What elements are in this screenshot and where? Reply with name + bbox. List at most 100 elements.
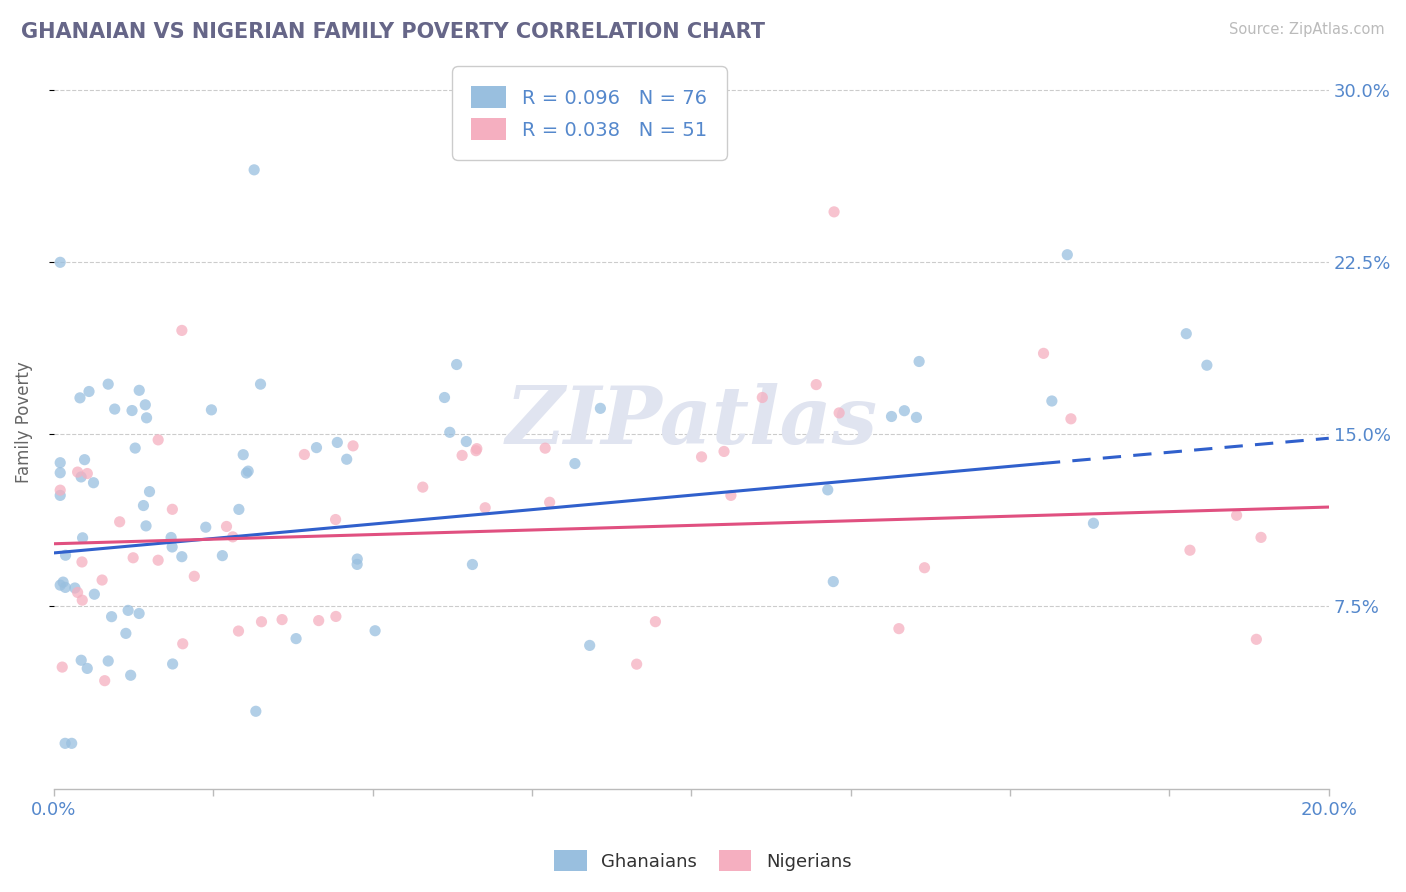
Point — [122, 550, 145, 565]
Point — [76, 467, 98, 481]
Point — [336, 452, 359, 467]
Point — [589, 401, 612, 416]
Point — [1195, 358, 1218, 372]
Point — [128, 384, 150, 398]
Point — [49, 488, 72, 502]
Point — [162, 657, 184, 671]
Point — [93, 673, 115, 688]
Point — [70, 470, 93, 484]
Point — [250, 615, 273, 629]
Point — [751, 391, 773, 405]
Point — [128, 607, 150, 621]
Point — [690, 450, 713, 464]
Point — [1178, 543, 1201, 558]
Point — [70, 653, 93, 667]
Point — [132, 499, 155, 513]
Point — [228, 624, 250, 638]
Point — [97, 654, 120, 668]
Legend: R = 0.096   N = 76, R = 0.038   N = 51: R = 0.096 N = 76, R = 0.038 N = 51 — [458, 72, 721, 154]
Point — [817, 483, 839, 497]
Point — [364, 624, 387, 638]
Point — [451, 449, 474, 463]
Point — [1032, 346, 1054, 360]
Point — [285, 632, 308, 646]
Point — [828, 406, 851, 420]
Point — [194, 520, 217, 534]
Point — [146, 553, 169, 567]
Point — [1226, 508, 1249, 523]
Point — [66, 465, 89, 479]
Point — [1056, 248, 1078, 262]
Point — [70, 555, 93, 569]
Point — [823, 205, 845, 219]
Point — [72, 531, 94, 545]
Text: ZIPatlas: ZIPatlas — [505, 384, 877, 461]
Point — [908, 354, 931, 368]
Point — [245, 704, 267, 718]
Text: GHANAIAN VS NIGERIAN FAMILY POVERTY CORRELATION CHART: GHANAIAN VS NIGERIAN FAMILY POVERTY CORR… — [21, 22, 765, 42]
Point — [117, 603, 139, 617]
Point — [465, 443, 488, 458]
Point — [120, 668, 142, 682]
Point — [271, 613, 294, 627]
Point — [222, 530, 245, 544]
Point — [160, 540, 183, 554]
Point — [49, 456, 72, 470]
Point — [172, 637, 194, 651]
Point — [49, 466, 72, 480]
Point — [292, 448, 315, 462]
Point — [880, 409, 903, 424]
Point — [211, 549, 233, 563]
Y-axis label: Family Poverty: Family Poverty — [15, 361, 32, 483]
Point — [235, 466, 257, 480]
Point — [104, 402, 127, 417]
Point — [534, 441, 557, 455]
Point — [83, 475, 105, 490]
Point — [70, 593, 93, 607]
Point — [49, 255, 72, 269]
Point — [325, 609, 347, 624]
Point — [183, 569, 205, 583]
Point — [644, 615, 666, 629]
Point — [342, 439, 364, 453]
Point — [433, 391, 456, 405]
Point — [243, 162, 266, 177]
Point — [60, 736, 83, 750]
Legend: Ghanaians, Nigerians: Ghanaians, Nigerians — [547, 843, 859, 879]
Point — [238, 464, 260, 478]
Point — [134, 398, 156, 412]
Point — [49, 483, 72, 498]
Point — [1250, 530, 1272, 544]
Point — [1175, 326, 1198, 341]
Point — [138, 484, 160, 499]
Point — [1060, 412, 1083, 426]
Point — [249, 377, 271, 392]
Point — [52, 575, 75, 590]
Point — [170, 549, 193, 564]
Point — [49, 578, 72, 592]
Point — [76, 661, 98, 675]
Point — [465, 442, 488, 456]
Point — [346, 552, 368, 566]
Point — [91, 573, 114, 587]
Point — [474, 500, 496, 515]
Point — [1246, 632, 1268, 647]
Point — [412, 480, 434, 494]
Point — [55, 548, 77, 562]
Point — [456, 434, 478, 449]
Point — [564, 457, 586, 471]
Point — [73, 452, 96, 467]
Point — [121, 403, 143, 417]
Point — [66, 585, 89, 599]
Point — [905, 410, 928, 425]
Point — [170, 323, 193, 337]
Point — [135, 519, 157, 533]
Point — [538, 495, 561, 509]
Point — [713, 444, 735, 458]
Point — [232, 448, 254, 462]
Point — [461, 558, 484, 572]
Point — [346, 558, 368, 572]
Point — [135, 410, 157, 425]
Point — [53, 581, 76, 595]
Point — [439, 425, 461, 440]
